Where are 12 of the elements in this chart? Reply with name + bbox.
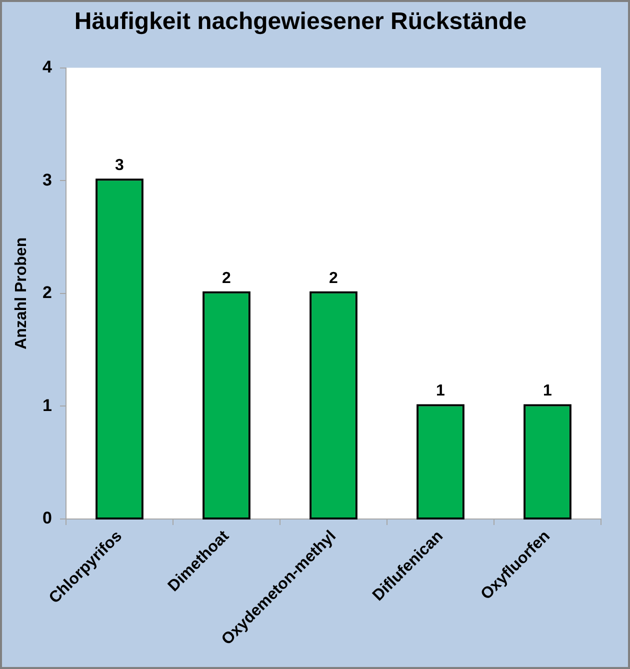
data-label: 1 — [543, 382, 552, 400]
data-label: 2 — [222, 270, 232, 287]
y-tick-label: 3 — [42, 170, 52, 190]
chart-title: Häufigkeit nachgewiesener Rückstände — [74, 8, 527, 36]
y-tick-label: 4 — [42, 57, 53, 76]
y-tick-label: 1 — [42, 396, 52, 415]
data-label: 2 — [329, 270, 338, 287]
y-tick-label: 2 — [42, 283, 52, 302]
y-axis-title: Anzahl Proben — [13, 237, 30, 350]
data-label: 1 — [436, 382, 446, 400]
data-label: 3 — [115, 157, 124, 174]
y-tick-label: 0 — [42, 508, 52, 528]
